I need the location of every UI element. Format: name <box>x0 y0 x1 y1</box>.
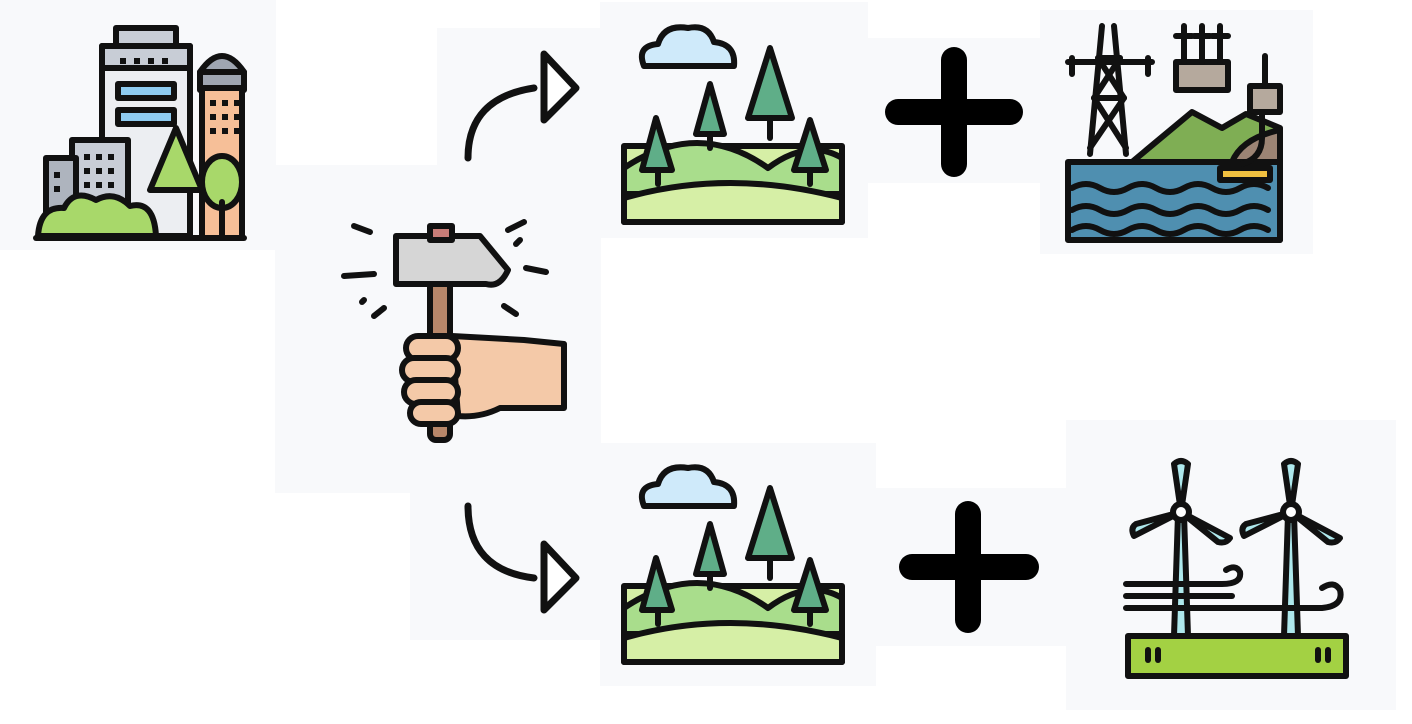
landscape-hills-trees-icon <box>618 458 848 670</box>
hand-hammer-icon <box>340 218 572 448</box>
landscape-hills-trees-icon <box>618 18 848 230</box>
city-buildings-trees-icon <box>30 22 252 246</box>
plus-icon <box>898 500 1040 634</box>
plus-icon <box>884 46 1024 178</box>
wind-turbines-icon <box>1122 456 1352 682</box>
hydro-power-dam-icon <box>1062 18 1290 246</box>
curved-arrow-down-icon <box>460 500 590 626</box>
curved-arrow-up-icon <box>460 40 590 166</box>
arrow-top-tile <box>437 28 603 176</box>
